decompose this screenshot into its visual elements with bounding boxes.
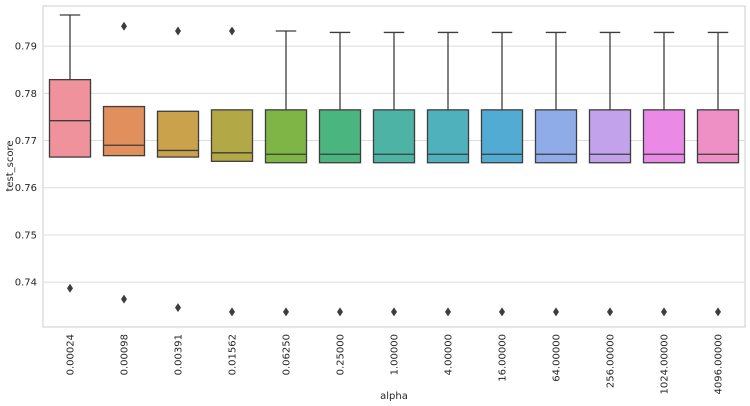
x-tick-label: 256.00000 <box>606 334 617 388</box>
x-tick-label: 0.00391 <box>174 334 185 375</box>
x-tick-label: 0.01562 <box>228 334 239 375</box>
outlier-point <box>121 21 127 31</box>
x-tick-label: 4.00000 <box>444 334 455 375</box>
outlier-point <box>553 307 559 317</box>
outlier-point <box>229 307 235 317</box>
y-tick-label: 0.74 <box>15 278 37 289</box>
box-0.00024 <box>48 14 92 293</box>
x-tick-label: 4096.00000 <box>714 334 725 394</box>
y-tick-labels: 0.74 0.75 0.76 0.77 0.78 0.79 <box>15 42 37 289</box>
outlier-point <box>661 307 667 317</box>
y-tick-label: 0.76 <box>15 183 37 194</box>
outlier-point <box>67 283 73 293</box>
x-axis-label: alpha <box>380 391 408 402</box>
boxes <box>48 14 740 317</box>
box-1024.00000 <box>642 31 686 317</box>
outlier-point <box>391 307 397 317</box>
x-tick-label: 0.00098 <box>120 334 131 375</box>
y-tick-label: 0.79 <box>15 42 37 53</box>
x-tick-label: 0.06250 <box>282 334 293 375</box>
box-body <box>48 78 92 158</box>
outlier-point <box>229 26 235 36</box>
outlier-point <box>283 307 289 317</box>
box-body <box>102 105 146 157</box>
box-64.00000 <box>534 31 578 317</box>
x-tick-label: 1024.00000 <box>660 334 671 394</box>
outlier-point <box>175 303 181 313</box>
outlier-point <box>121 294 127 304</box>
outlier-point <box>715 307 721 317</box>
outlier-point <box>607 307 613 317</box>
x-tick-label: 64.00000 <box>552 334 563 382</box>
x-tick-labels: 0.00024 0.00098 0.00391 0.01562 0.06250 0.250… <box>66 334 725 394</box>
box-body <box>210 109 254 162</box>
box-body <box>156 110 200 158</box>
outlier-point <box>337 307 343 317</box>
box-16.00000 <box>480 31 524 317</box>
outlier-point <box>445 307 451 317</box>
box-1.00000 <box>372 31 416 317</box>
y-tick-label: 0.77 <box>15 136 37 147</box>
box-0.06250 <box>264 30 308 317</box>
box-4096.00000 <box>696 31 740 317</box>
y-tick-label: 0.75 <box>15 230 37 241</box>
x-tick-label: 1.00000 <box>390 334 401 375</box>
box-0.25000 <box>318 31 362 317</box>
x-tick-label: 16.00000 <box>498 334 509 382</box>
x-tick-label: 0.25000 <box>336 334 347 375</box>
y-tick-label: 0.78 <box>15 89 37 100</box>
y-axis-label: test_score <box>5 140 16 191</box>
box-4.00000 <box>426 31 470 317</box>
box-256.00000 <box>588 31 632 317</box>
box-0.01562 <box>210 26 254 317</box>
x-tick-label: 0.00024 <box>66 334 77 375</box>
box-0.00098 <box>102 21 146 304</box>
box-0.00391 <box>156 26 200 313</box>
outlier-point <box>499 307 505 317</box>
outlier-point <box>175 26 181 36</box>
